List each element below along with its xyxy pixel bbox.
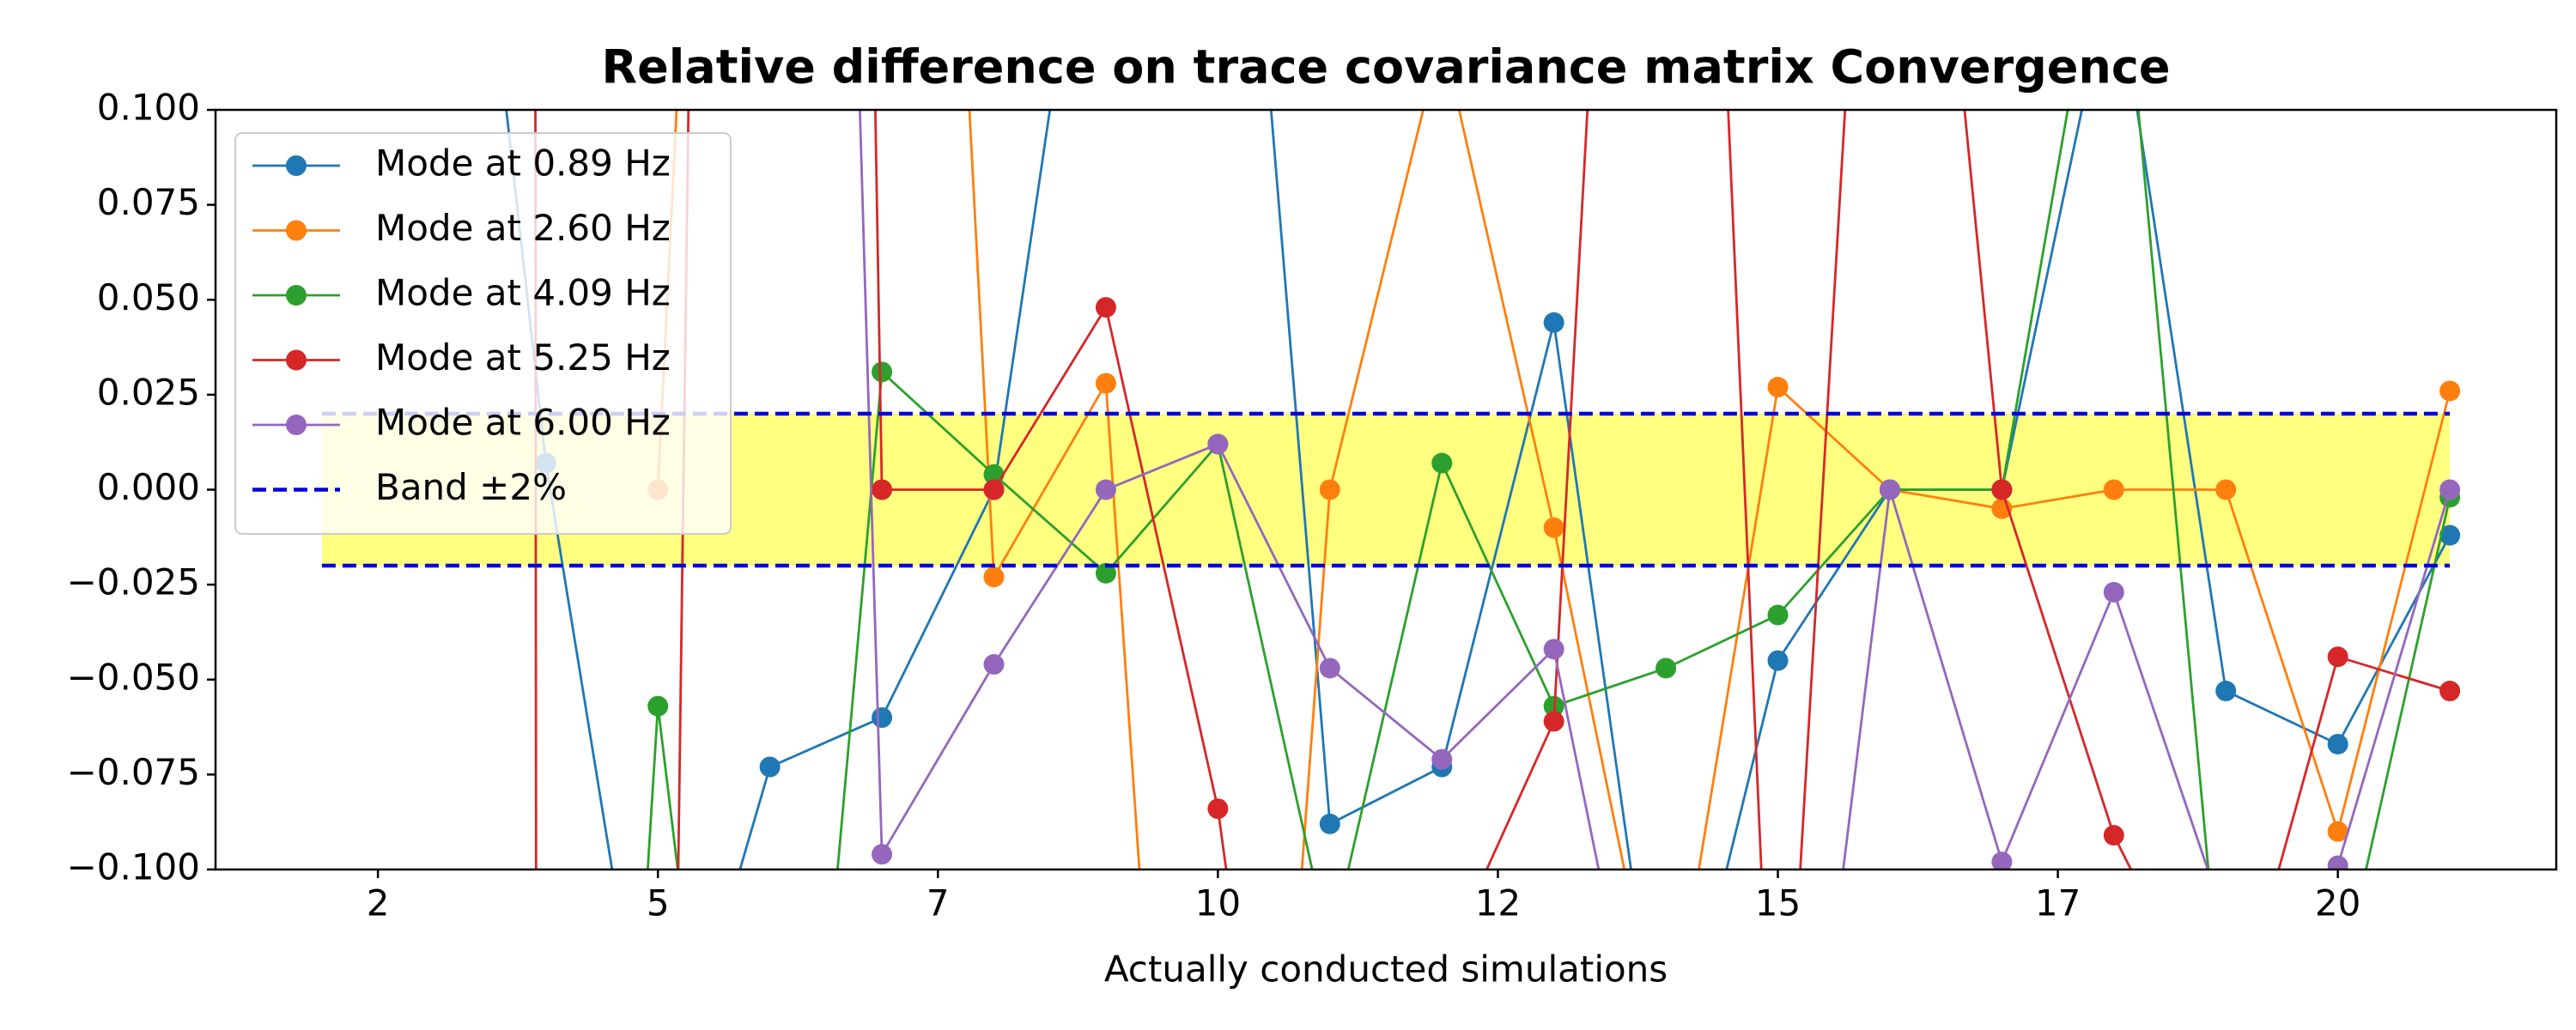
data-point <box>2439 524 2461 546</box>
data-point <box>2439 681 2461 702</box>
x-tick-label: 15 <box>1755 882 1801 924</box>
x-tick-label: 7 <box>927 882 950 924</box>
legend-marker <box>286 220 307 241</box>
data-point <box>759 756 781 778</box>
y-tick-label: −0.100 <box>67 846 200 888</box>
data-point <box>983 479 1005 500</box>
data-point <box>1095 297 1116 318</box>
y-tick-label: −0.075 <box>67 751 200 793</box>
x-tick-label: 17 <box>2035 882 2081 924</box>
data-point <box>1207 433 1229 455</box>
legend-label: Mode at 4.09 Hz <box>375 272 671 314</box>
y-tick-label: 0.075 <box>97 181 200 223</box>
legend-marker <box>286 415 307 435</box>
legend-label: Band ±2% <box>375 466 567 508</box>
data-point <box>2327 733 2348 754</box>
data-point <box>2103 825 2124 846</box>
data-point <box>1543 517 1564 538</box>
legend-label: Mode at 6.00 Hz <box>375 402 671 444</box>
legend-marker <box>286 349 307 371</box>
data-point <box>1431 748 1453 770</box>
data-point <box>2439 479 2461 500</box>
data-point <box>872 479 893 500</box>
x-tick-label: 2 <box>367 882 390 924</box>
data-point <box>1207 798 1229 820</box>
x-tick-label: 12 <box>1475 882 1521 924</box>
data-point <box>1095 373 1116 394</box>
y-tick-label: 0.000 <box>97 466 200 508</box>
data-point <box>647 695 669 717</box>
x-tick-label: 20 <box>2315 882 2360 924</box>
data-point <box>1543 312 1564 333</box>
data-point <box>1319 813 1340 834</box>
data-point <box>2327 855 2348 869</box>
x-axis-label: Actually conducted simulations <box>1104 948 1668 991</box>
data-point <box>1656 657 1677 679</box>
data-point <box>2215 479 2237 500</box>
data-point <box>1319 657 1340 679</box>
data-point <box>1319 479 1340 500</box>
y-tick-label: −0.025 <box>67 561 200 603</box>
y-tick-label: 0.025 <box>97 371 200 413</box>
x-tick-label: 10 <box>1195 882 1241 924</box>
data-point <box>1431 452 1453 474</box>
y-tick-label: −0.050 <box>67 656 200 698</box>
data-point <box>983 566 1005 588</box>
data-point <box>872 361 893 383</box>
data-point <box>2215 912 2236 933</box>
x-tick-label: 5 <box>647 882 670 924</box>
data-point <box>2103 479 2124 500</box>
data-point <box>1543 639 1564 660</box>
data-point <box>2328 985 2348 1005</box>
data-point <box>2215 681 2237 702</box>
chart-title: Relative difference on trace covariance … <box>602 40 2171 94</box>
data-point <box>2439 380 2461 402</box>
data-point <box>1767 377 1789 398</box>
legend-label: Mode at 5.25 Hz <box>375 336 671 379</box>
legend-label: Mode at 2.60 Hz <box>375 207 671 249</box>
data-point <box>1543 711 1564 732</box>
legend-marker <box>286 155 307 176</box>
series-line <box>646 110 2451 869</box>
data-point <box>2327 646 2348 668</box>
data-point <box>2103 581 2124 603</box>
data-point <box>983 654 1005 676</box>
data-point <box>1767 604 1789 626</box>
axes: −0.100 −0.075 −0.050 −0.025 0.000 0.025 0.050 0… <box>67 87 2361 924</box>
data-point <box>872 844 893 865</box>
legend-box <box>234 132 732 535</box>
data-point <box>2327 821 2348 842</box>
data-point <box>1095 562 1116 584</box>
data-point <box>1991 851 2013 869</box>
legend: Mode at 0.89 Hz Mode at 2.60 Hz Mode at 4.… <box>234 132 732 535</box>
y-tick-label: 0.050 <box>97 276 200 318</box>
data-point <box>1095 479 1116 500</box>
legend-marker <box>286 285 307 306</box>
series-line <box>858 110 2451 869</box>
data-point <box>1767 650 1789 671</box>
data-point <box>1991 479 2013 500</box>
y-tick-label: 0.100 <box>97 87 200 129</box>
legend-label: Mode at 0.89 Hz <box>375 142 671 185</box>
data-point <box>1879 479 1900 500</box>
data-point <box>872 707 893 728</box>
